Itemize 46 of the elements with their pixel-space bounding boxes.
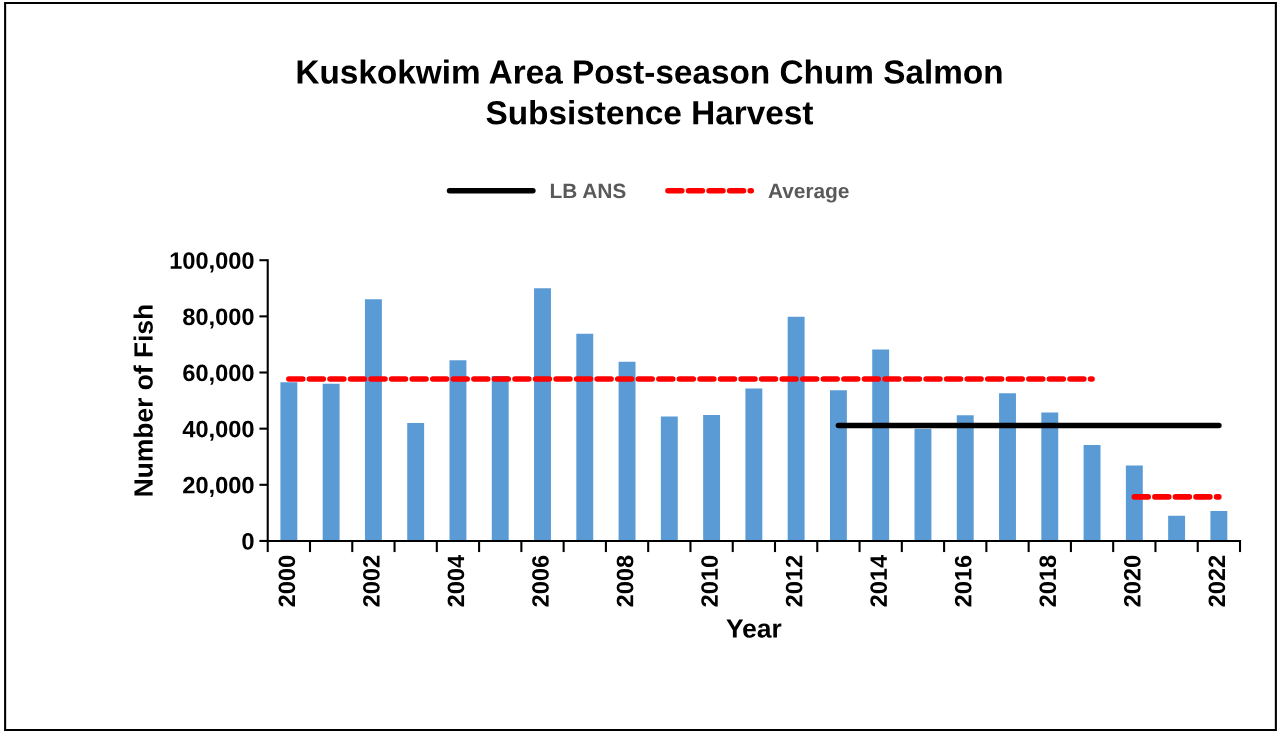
- bar: [491, 375, 509, 541]
- bar: [322, 383, 340, 541]
- bar: [1083, 444, 1101, 541]
- bar: [280, 382, 298, 541]
- x-tick-label: 2014: [870, 554, 888, 607]
- bar: [829, 390, 847, 541]
- x-tick-label: 2010: [701, 555, 718, 607]
- y-tick-label: 80,000: [183, 308, 254, 329]
- bar: [576, 333, 594, 541]
- y-tick-label: 60,000: [183, 364, 254, 385]
- x-tick-label: 2006: [532, 555, 549, 607]
- x-tick-label: 2012: [785, 555, 803, 607]
- bar: [872, 349, 890, 541]
- x-tick-label: 2002: [363, 555, 380, 607]
- bar: [449, 360, 467, 541]
- x-axis-title: Year: [726, 619, 782, 638]
- x-tick-label: 2004: [447, 554, 465, 607]
- y-tick-label: 40,000: [182, 420, 254, 441]
- bar: [1041, 412, 1059, 541]
- bar: [956, 415, 974, 541]
- x-tick-label: 2008: [616, 555, 634, 607]
- legend-label: Average: [768, 183, 849, 203]
- y-tick-label: 0: [242, 533, 254, 550]
- chart-title: Kuskokwim Area Post-season Chum Salmon Subsistence Harvest: [297, 59, 1002, 125]
- bar: [745, 388, 763, 541]
- bar: [1125, 465, 1143, 541]
- y-axis-title: Number of Fish: [133, 305, 153, 496]
- y-tick-label: 100,000: [170, 252, 254, 273]
- bar: [1210, 510, 1228, 541]
- bar: [703, 414, 721, 541]
- bar: [914, 428, 932, 541]
- x-tick-label: 2016: [954, 555, 972, 607]
- legend-label: LB ANS: [550, 183, 626, 199]
- x-tick-label: 2020: [1123, 555, 1141, 607]
- bar: [364, 299, 382, 541]
- bar: [1168, 515, 1186, 541]
- bar: [407, 423, 425, 541]
- x-tick-label: 2000: [278, 555, 296, 607]
- x-tick-label: 2022: [1208, 555, 1226, 607]
- y-tick-label: 20,000: [183, 476, 254, 498]
- bar: [787, 316, 805, 541]
- bar: [660, 416, 678, 541]
- bar: [534, 288, 551, 541]
- bar: [999, 393, 1016, 541]
- x-tick-label: 2018: [1039, 555, 1057, 607]
- bar: [618, 361, 636, 541]
